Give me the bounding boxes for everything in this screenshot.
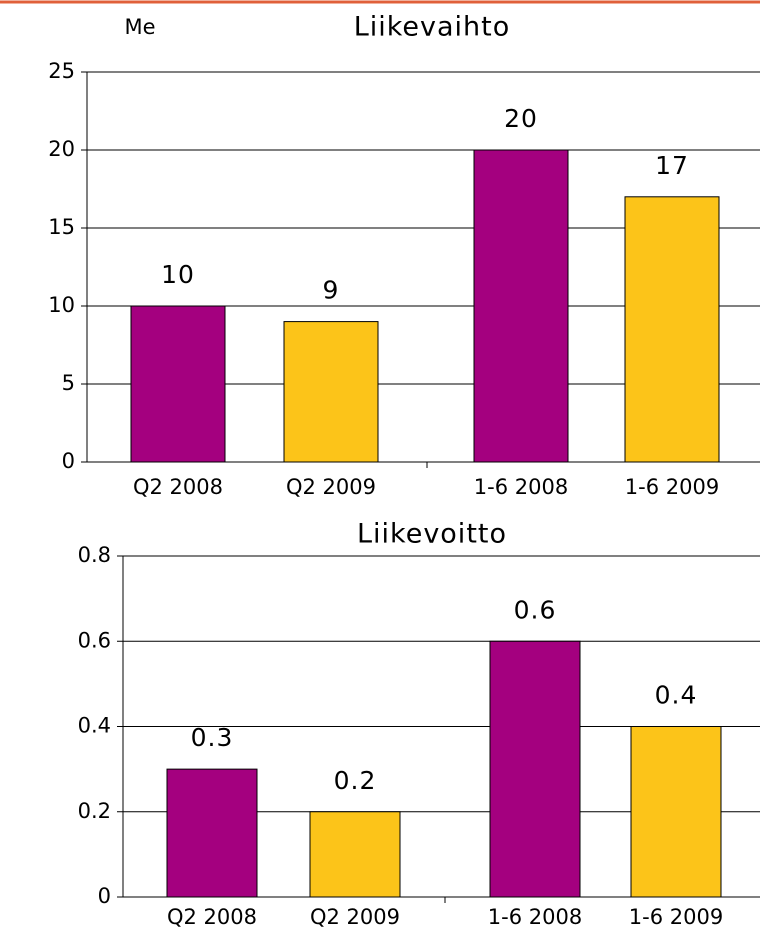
value-label: 9 (323, 276, 340, 305)
bar (473, 149, 569, 463)
x-tick-label: Q2 2009 (286, 475, 376, 499)
x-tick-label: Q2 2008 (133, 475, 223, 499)
y-tick-label: 5 (62, 371, 75, 395)
value-label: 0.4 (655, 681, 698, 710)
y-tick-label: 25 (48, 59, 75, 83)
y-tick-label: 15 (48, 215, 75, 239)
x-tick-label: 1-6 2009 (625, 475, 719, 499)
x-tick-label: Q2 2008 (167, 905, 257, 929)
y-tick-label: 0.6 (78, 628, 111, 652)
value-label: 0.6 (514, 595, 557, 624)
x-tick-label: 1-6 2008 (474, 475, 568, 499)
value-label: 17 (655, 151, 689, 180)
y-tick-label: 0 (62, 449, 75, 473)
bar (309, 811, 401, 898)
value-label: 10 (161, 260, 195, 289)
x-tick-label: 1-6 2008 (488, 905, 582, 929)
value-label: 0.3 (191, 723, 234, 752)
bar (130, 305, 226, 463)
y-tick-label: 20 (48, 137, 75, 161)
x-tick-label: 1-6 2009 (629, 905, 723, 929)
bar (624, 196, 720, 463)
y-tick-label: 0 (98, 884, 111, 908)
y-tick-label: 0.4 (78, 714, 111, 738)
bar (489, 640, 581, 898)
bar (283, 321, 379, 463)
chart-title: Liikevaihto (354, 12, 511, 43)
x-tick-label: Q2 2009 (310, 905, 400, 929)
bar (630, 726, 722, 898)
value-label: 20 (504, 104, 538, 133)
bar (166, 768, 258, 898)
value-label: 0.2 (334, 766, 377, 795)
unit-label: Me (124, 15, 155, 39)
chart-title: Liikevoitto (357, 519, 507, 550)
y-tick-label: 0.2 (78, 799, 111, 823)
y-tick-label: 10 (48, 293, 75, 317)
y-tick-label: 0.8 (78, 543, 111, 567)
